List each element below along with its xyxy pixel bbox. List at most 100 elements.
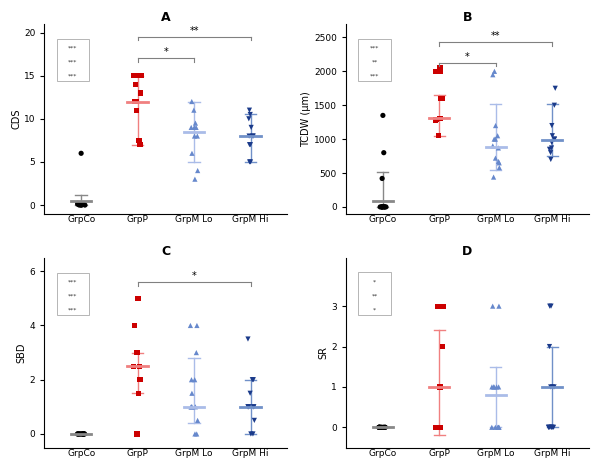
Point bbox=[130, 322, 139, 329]
Point bbox=[245, 390, 255, 397]
Point bbox=[193, 416, 202, 424]
Point bbox=[545, 303, 554, 310]
Point bbox=[248, 430, 258, 438]
Point bbox=[193, 167, 202, 174]
Point bbox=[190, 124, 199, 131]
Point bbox=[130, 98, 139, 105]
Point bbox=[438, 303, 448, 310]
Point bbox=[548, 424, 557, 431]
Point bbox=[133, 72, 142, 79]
Point bbox=[550, 101, 559, 109]
Point bbox=[431, 424, 440, 431]
Point bbox=[376, 203, 385, 211]
Point bbox=[549, 424, 559, 431]
Title: A: A bbox=[161, 11, 170, 24]
Text: **: ** bbox=[371, 293, 377, 298]
Point bbox=[377, 203, 386, 211]
Point bbox=[374, 424, 384, 431]
Point bbox=[248, 132, 258, 140]
Point bbox=[431, 68, 440, 75]
Point bbox=[134, 376, 144, 384]
Point bbox=[433, 424, 443, 431]
Point bbox=[487, 383, 497, 391]
Point bbox=[545, 343, 554, 350]
Point bbox=[73, 430, 82, 438]
Point bbox=[187, 376, 196, 384]
Point bbox=[431, 116, 441, 123]
Point bbox=[246, 430, 256, 438]
Point bbox=[129, 72, 139, 79]
Point bbox=[380, 203, 389, 211]
Point bbox=[494, 158, 503, 165]
Point bbox=[79, 430, 88, 438]
Point bbox=[379, 424, 389, 431]
Point bbox=[136, 89, 146, 97]
Point bbox=[547, 424, 556, 431]
Point bbox=[487, 424, 497, 431]
Point bbox=[132, 349, 142, 356]
Point bbox=[492, 383, 502, 391]
Point bbox=[193, 132, 202, 140]
Text: ***: *** bbox=[68, 46, 77, 51]
Point bbox=[433, 68, 442, 75]
Point bbox=[248, 376, 257, 384]
Point bbox=[249, 403, 259, 410]
Point bbox=[134, 390, 143, 397]
Point bbox=[187, 403, 196, 410]
Point bbox=[549, 383, 559, 391]
Point bbox=[74, 430, 84, 438]
Text: ***: *** bbox=[68, 307, 77, 312]
Point bbox=[378, 112, 388, 119]
Point bbox=[436, 68, 445, 75]
Point bbox=[249, 403, 259, 410]
Point bbox=[379, 203, 389, 211]
FancyBboxPatch shape bbox=[358, 39, 391, 81]
Point bbox=[545, 424, 554, 431]
Point bbox=[438, 343, 448, 350]
Point bbox=[545, 145, 554, 153]
Point bbox=[245, 111, 255, 118]
Point bbox=[491, 154, 500, 162]
Title: B: B bbox=[463, 11, 472, 24]
Point bbox=[494, 159, 504, 166]
Point bbox=[244, 403, 254, 410]
Point bbox=[79, 430, 88, 438]
Point bbox=[187, 403, 197, 410]
Point bbox=[244, 403, 253, 410]
Point bbox=[377, 424, 386, 431]
Point bbox=[76, 200, 85, 208]
Title: D: D bbox=[463, 245, 473, 258]
Point bbox=[73, 200, 83, 207]
Text: *: * bbox=[163, 47, 168, 57]
Point bbox=[187, 390, 197, 397]
Point bbox=[494, 383, 503, 391]
Point bbox=[548, 132, 557, 139]
Point bbox=[190, 430, 200, 438]
Point bbox=[377, 203, 387, 211]
Point bbox=[436, 424, 446, 431]
Point bbox=[546, 303, 556, 310]
Point bbox=[77, 430, 87, 438]
Point bbox=[434, 424, 443, 431]
Point bbox=[433, 303, 442, 310]
Point bbox=[244, 132, 254, 140]
Point bbox=[547, 122, 557, 129]
Point bbox=[491, 136, 500, 143]
Point bbox=[546, 149, 556, 157]
FancyBboxPatch shape bbox=[57, 39, 89, 81]
Point bbox=[434, 115, 444, 122]
Point bbox=[374, 424, 384, 431]
Point bbox=[377, 174, 387, 182]
Point bbox=[494, 424, 503, 431]
Point bbox=[548, 383, 557, 391]
Point bbox=[494, 164, 504, 171]
Point bbox=[544, 424, 553, 431]
Point bbox=[491, 122, 500, 129]
Point bbox=[75, 430, 85, 438]
Point bbox=[544, 424, 554, 431]
Point bbox=[493, 132, 502, 139]
Point bbox=[493, 424, 503, 431]
Point bbox=[550, 136, 559, 143]
Point bbox=[189, 106, 199, 114]
Y-axis label: CDS: CDS bbox=[11, 108, 21, 129]
